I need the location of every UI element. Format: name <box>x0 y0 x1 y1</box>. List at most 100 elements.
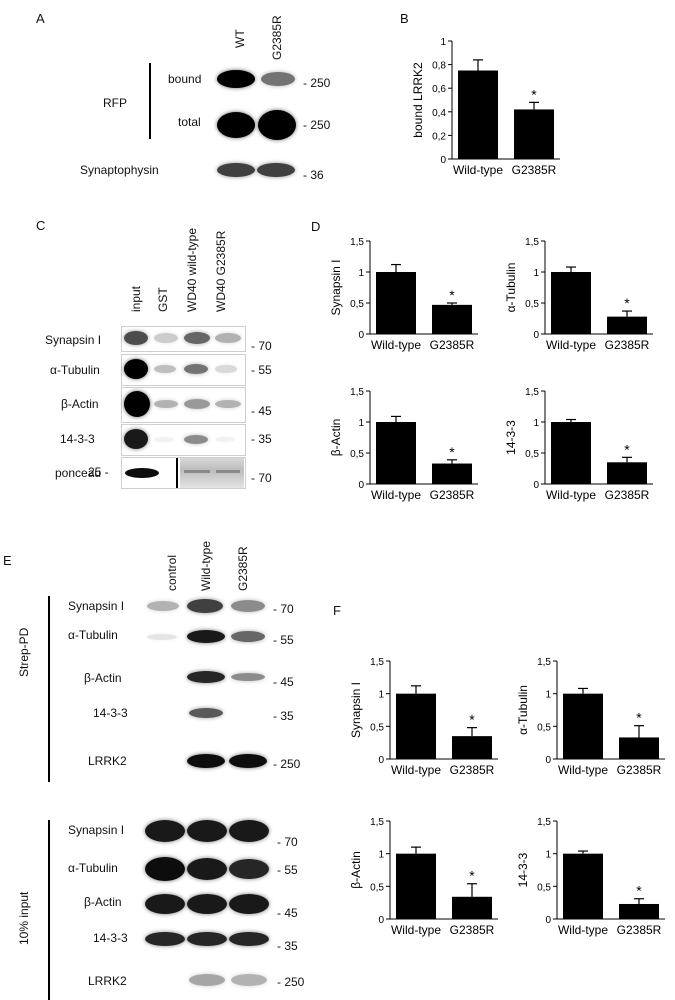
ponceau-marker-band <box>125 468 159 478</box>
blot-e-in-actin <box>143 889 270 919</box>
row-label-e-pd-tubulin: α-Tubulin <box>68 628 118 642</box>
band-e-in-1433-g2385r <box>229 932 269 946</box>
ponceau-lanes-right <box>180 458 244 488</box>
row-label-c-synapsin: Synapsin I <box>45 333 102 347</box>
blot-e-pd-actin <box>143 664 268 690</box>
y-tick-label: 1,5 <box>350 237 364 248</box>
row-label-c-actin: β-Actin <box>61 397 99 411</box>
blot-e-pd-lrrk2 <box>143 746 268 776</box>
y-axis-label: 14-3-3 <box>504 420 518 455</box>
marker-c-tubulin: - 55 <box>251 363 272 377</box>
x-tick-label: Wild-type <box>546 488 596 502</box>
y-tick-label: 1 <box>545 690 551 701</box>
row-label-e-pd-actin: β-Actin <box>84 671 122 685</box>
blot-c-tubulin <box>121 354 246 386</box>
band-e-pd-tubulin-control <box>147 634 177 640</box>
row-label-e-in-1433: 14-3-3 <box>93 931 128 945</box>
band-e-in-synapsin-g2385r <box>229 820 269 842</box>
bar-wild-type <box>563 693 603 759</box>
chart-d-1433: 14-3-3 0 0,5 1 1,5 Wild-type * G2385R <box>504 387 653 502</box>
y-tick-label: 1 <box>533 418 539 429</box>
y-tick-label: 1,5 <box>370 657 384 668</box>
row-label-e-pd-1433: 14-3-3 <box>93 706 128 720</box>
marker-e-in-lrrk2: - 250 <box>277 975 305 989</box>
band-e-in-1433-wt <box>187 932 227 946</box>
blot-e-pd-1433 <box>143 700 268 726</box>
blot-total <box>213 104 298 148</box>
row-label-e-in-synapsin: Synapsin I <box>68 823 125 837</box>
y-tick-label: 0,5 <box>537 722 551 733</box>
marker-synaptophysin: - 36 <box>303 168 324 182</box>
x-tick-label: Wild-type <box>453 163 503 177</box>
significance-marker: * <box>469 712 475 728</box>
blot-e-pd-synapsin <box>143 594 268 620</box>
blot-c-1433 <box>121 424 246 456</box>
band-e-pd-lrrk2-wt <box>187 754 225 768</box>
lane-label-wd40-g2385r: WD40 G2385R <box>214 230 228 312</box>
band-e-in-lrrk2-wt <box>189 974 225 986</box>
band-e-in-1433-control <box>145 932 185 946</box>
x-tick-label: G2385R <box>617 923 662 937</box>
y-axis-label: β-Actin <box>349 851 363 889</box>
lane-label-control: control <box>165 554 179 591</box>
band-c-tubulin-wt <box>184 364 208 374</box>
x-tick-label: G2385R <box>605 338 650 352</box>
lane-label-wd40-wt: WD40 wild-type <box>185 227 199 312</box>
bar-g2385r <box>619 903 659 919</box>
lane-label-input: input <box>129 285 143 312</box>
row-label-c-ponceau: ponceau <box>55 466 102 480</box>
panel-label-e: E <box>3 553 12 568</box>
panel-label-c: C <box>36 218 46 233</box>
y-tick-label: 0,2 <box>432 131 446 142</box>
band-e-pd-lrrk2-g2385r <box>229 754 267 768</box>
y-tick-label: 0 <box>533 330 539 341</box>
y-axis-label: 14-3-3 <box>516 852 530 887</box>
bar-g2385r <box>432 304 472 334</box>
marker-e-in-tubulin: - 55 <box>277 863 298 877</box>
y-tick-label: 0 <box>358 330 364 341</box>
row-label-synaptophysin: Synaptophysin <box>80 163 159 177</box>
significance-marker: * <box>636 710 642 726</box>
band-c-synapsin-input <box>124 331 148 345</box>
y-tick-label: 0,5 <box>525 299 539 310</box>
x-tick-label: Wild-type <box>546 338 596 352</box>
lane-label-e-wt: Wild-type <box>199 540 213 591</box>
bar-g2385r <box>514 109 554 159</box>
bar-g2385r <box>432 463 472 484</box>
marker-total: - 250 <box>303 118 331 132</box>
y-axis-label: β-Actin <box>329 419 343 457</box>
significance-marker: * <box>531 86 537 102</box>
band-c-synapsin-wt <box>184 332 210 344</box>
group-bracket-rfp <box>149 63 151 139</box>
marker-c-synapsin: - 70 <box>251 339 272 353</box>
y-tick-label: 1,5 <box>370 817 384 828</box>
y-axis-label: Synapsin I <box>349 682 363 738</box>
bar-wild-type <box>396 693 436 759</box>
band-bound-wt <box>217 70 255 88</box>
band-e-in-synapsin-control <box>145 820 185 842</box>
bar-g2385r <box>607 316 647 334</box>
bar-g2385r <box>452 736 492 759</box>
bar-g2385r <box>607 462 647 484</box>
band-e-pd-lrrk2-control <box>147 756 177 764</box>
significance-marker: * <box>449 444 455 460</box>
y-tick-label: 0 <box>533 480 539 491</box>
ponceau-band-wt <box>184 470 210 473</box>
row-label-e-pd-synapsin: Synapsin I <box>68 599 125 613</box>
bar-wild-type <box>376 272 416 334</box>
chart-d-tubulin: α-Tubulin 0 0,5 1 1,5 Wild-type * G2385R <box>504 237 653 352</box>
x-tick-label: G2385R <box>512 163 557 177</box>
bar-wild-type <box>376 422 416 484</box>
band-e-pd-actin-wt <box>187 671 225 683</box>
band-c-actin-gst <box>154 400 178 408</box>
marker-bound: - 250 <box>303 76 331 90</box>
group-label-strep-pd: Strep-PD <box>17 627 31 677</box>
marker-e-pd-tubulin: - 55 <box>273 633 294 647</box>
blot-e-in-1433 <box>143 926 270 952</box>
bar-g2385r <box>452 896 492 919</box>
band-e-in-tubulin-wt <box>187 858 227 880</box>
row-label-bound: bound <box>168 72 202 86</box>
x-tick-label: G2385R <box>450 923 495 937</box>
panel-label-b: B <box>400 11 409 26</box>
x-tick-label: Wild-type <box>558 763 608 777</box>
